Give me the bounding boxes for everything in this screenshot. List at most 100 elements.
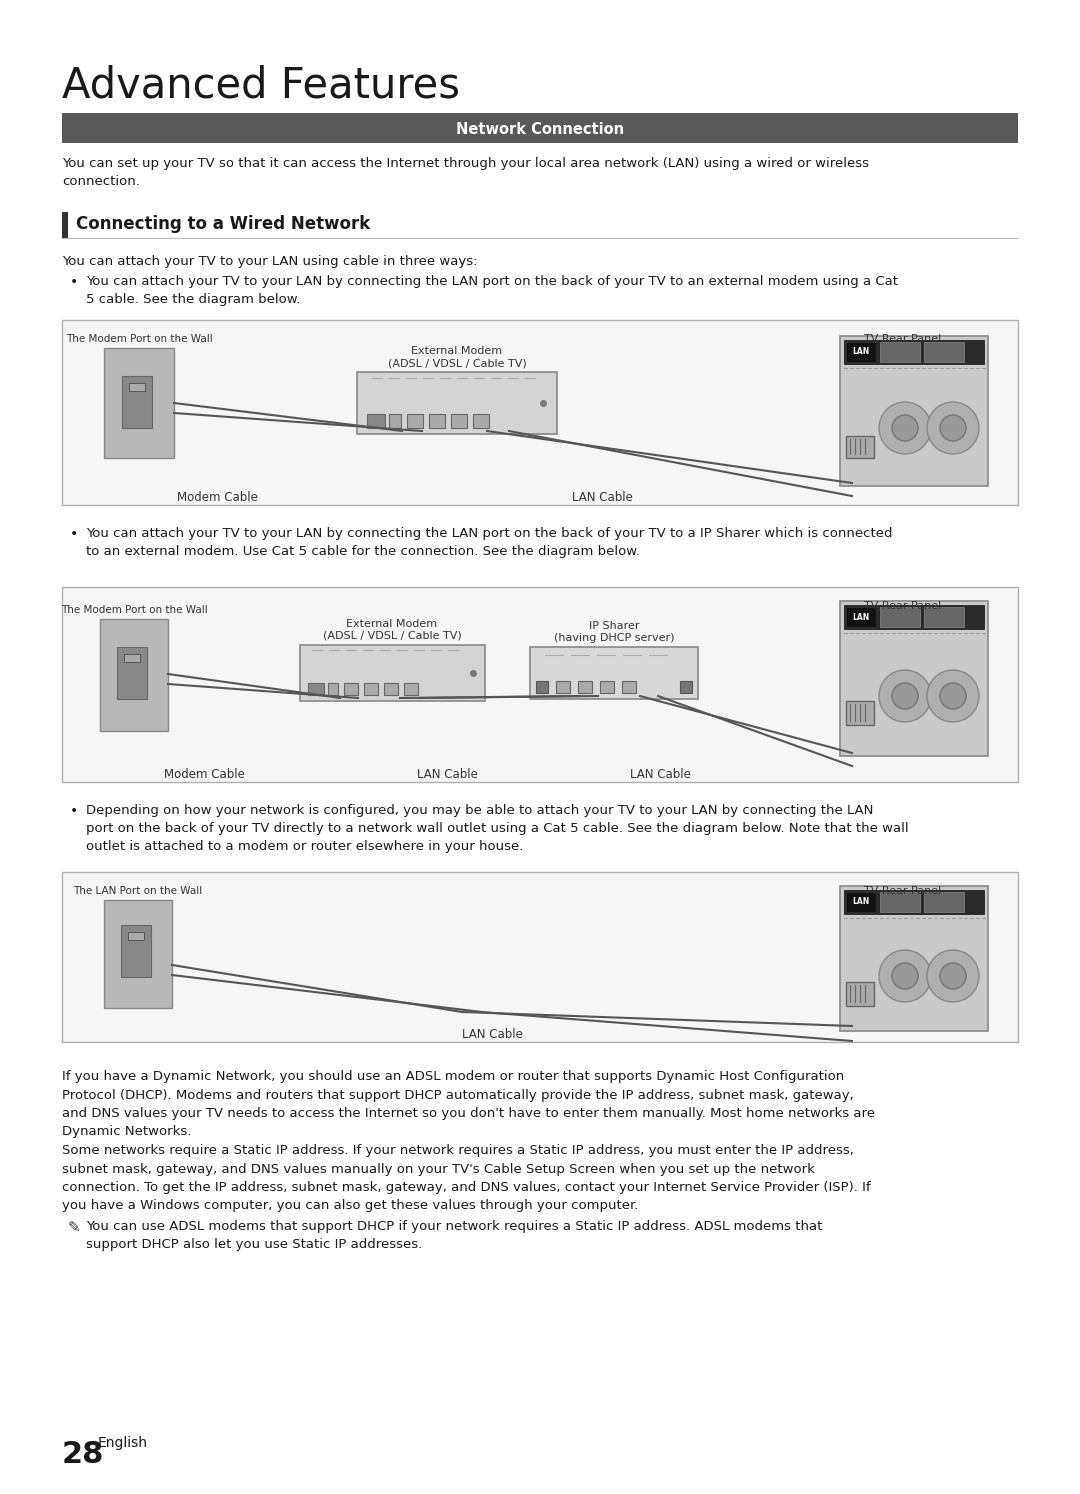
- Circle shape: [879, 950, 931, 1002]
- Bar: [345, 683, 357, 695]
- Bar: [840, 886, 988, 1031]
- Circle shape: [940, 964, 966, 989]
- Text: ✎: ✎: [68, 1221, 81, 1236]
- Text: The Modem Port on the Wall: The Modem Port on the Wall: [66, 335, 213, 344]
- Bar: [924, 342, 964, 362]
- Circle shape: [879, 402, 931, 454]
- Text: Modem Cable: Modem Cable: [163, 768, 244, 781]
- Text: •: •: [70, 804, 78, 819]
- Circle shape: [892, 415, 918, 441]
- Text: The LAN Port on the Wall: The LAN Port on the Wall: [73, 886, 203, 896]
- Text: LAN: LAN: [852, 613, 869, 622]
- Bar: [880, 607, 920, 627]
- Text: LAN Cable: LAN Cable: [461, 1028, 523, 1041]
- Bar: [129, 382, 145, 391]
- Bar: [62, 587, 1018, 781]
- Text: Modem Cable: Modem Cable: [176, 492, 257, 503]
- Text: Depending on how your network is configured, you may be able to attach your TV t: Depending on how your network is configu…: [86, 804, 908, 853]
- Bar: [367, 414, 384, 427]
- Text: Some networks require a Static IP address. If your network requires a Static IP : Some networks require a Static IP addres…: [62, 1144, 870, 1213]
- Bar: [846, 701, 874, 725]
- Bar: [407, 414, 423, 427]
- Bar: [451, 414, 467, 427]
- Bar: [129, 932, 144, 940]
- Bar: [840, 336, 988, 486]
- Bar: [530, 647, 698, 699]
- Bar: [328, 683, 338, 695]
- Bar: [843, 341, 984, 365]
- Bar: [117, 647, 147, 699]
- Bar: [924, 892, 964, 911]
- Bar: [680, 681, 692, 693]
- Text: You can use ADSL modems that support DHCP if your network requires a Static IP a: You can use ADSL modems that support DHC…: [86, 1221, 822, 1250]
- Bar: [300, 645, 485, 701]
- Circle shape: [879, 669, 931, 722]
- Circle shape: [927, 669, 978, 722]
- Bar: [100, 619, 168, 731]
- Bar: [384, 683, 399, 695]
- Bar: [846, 607, 876, 627]
- Text: You can attach your TV to your LAN by connecting the LAN port on the back of you: You can attach your TV to your LAN by co…: [86, 527, 892, 557]
- Text: TV Rear Panel: TV Rear Panel: [864, 601, 942, 611]
- Circle shape: [892, 964, 918, 989]
- Circle shape: [927, 950, 978, 1002]
- Bar: [600, 681, 615, 693]
- Text: LAN: LAN: [852, 898, 869, 907]
- Bar: [846, 982, 874, 1005]
- Bar: [357, 372, 557, 433]
- Bar: [846, 436, 874, 459]
- Circle shape: [940, 415, 966, 441]
- Bar: [846, 892, 876, 911]
- Text: English: English: [98, 1436, 148, 1451]
- Bar: [429, 414, 445, 427]
- Text: LAN: LAN: [852, 348, 869, 357]
- Bar: [843, 605, 984, 629]
- Bar: [364, 683, 378, 695]
- Bar: [556, 681, 570, 693]
- Bar: [308, 683, 324, 695]
- Text: LAN Cable: LAN Cable: [571, 492, 633, 503]
- Text: The Modem Port on the Wall: The Modem Port on the Wall: [60, 605, 207, 616]
- Bar: [62, 320, 1018, 505]
- Text: •: •: [70, 275, 78, 288]
- Bar: [104, 348, 174, 459]
- Text: External Modem
(ADSL / VDSL / Cable TV): External Modem (ADSL / VDSL / Cable TV): [388, 345, 526, 368]
- Text: TV Rear Panel: TV Rear Panel: [864, 335, 942, 344]
- Text: 28: 28: [62, 1440, 105, 1469]
- Text: TV Rear Panel: TV Rear Panel: [864, 886, 942, 896]
- Text: You can attach your TV to your LAN using cable in three ways:: You can attach your TV to your LAN using…: [62, 255, 477, 267]
- Circle shape: [940, 683, 966, 710]
- Text: LAN Cable: LAN Cable: [417, 768, 477, 781]
- Bar: [880, 342, 920, 362]
- Bar: [121, 925, 151, 977]
- Bar: [924, 607, 964, 627]
- Bar: [843, 890, 984, 914]
- Bar: [124, 654, 140, 662]
- Bar: [622, 681, 636, 693]
- Bar: [473, 414, 489, 427]
- Bar: [840, 601, 988, 756]
- Bar: [62, 212, 68, 238]
- Bar: [104, 899, 172, 1008]
- Bar: [389, 414, 401, 427]
- Text: Network Connection: Network Connection: [456, 121, 624, 136]
- Bar: [62, 872, 1018, 1041]
- Text: IP Sharer
(having DHCP server): IP Sharer (having DHCP server): [554, 620, 674, 642]
- Text: You can set up your TV so that it can access the Internet through your local are: You can set up your TV so that it can ac…: [62, 157, 869, 188]
- Bar: [404, 683, 418, 695]
- Text: If you have a Dynamic Network, you should use an ADSL modem or router that suppo: If you have a Dynamic Network, you shoul…: [62, 1070, 875, 1138]
- Circle shape: [892, 683, 918, 710]
- Text: You can attach your TV to your LAN by connecting the LAN port on the back of you: You can attach your TV to your LAN by co…: [86, 275, 897, 306]
- Bar: [578, 681, 592, 693]
- Text: Connecting to a Wired Network: Connecting to a Wired Network: [76, 215, 370, 233]
- Bar: [62, 114, 1018, 143]
- Circle shape: [927, 402, 978, 454]
- Bar: [122, 376, 152, 427]
- Text: Advanced Features: Advanced Features: [62, 66, 460, 108]
- Text: •: •: [70, 527, 78, 541]
- Bar: [880, 892, 920, 911]
- Text: External Modem
(ADSL / VDSL / Cable TV): External Modem (ADSL / VDSL / Cable TV): [323, 619, 461, 641]
- Bar: [846, 342, 876, 362]
- Text: LAN Cable: LAN Cable: [630, 768, 690, 781]
- Bar: [536, 681, 548, 693]
